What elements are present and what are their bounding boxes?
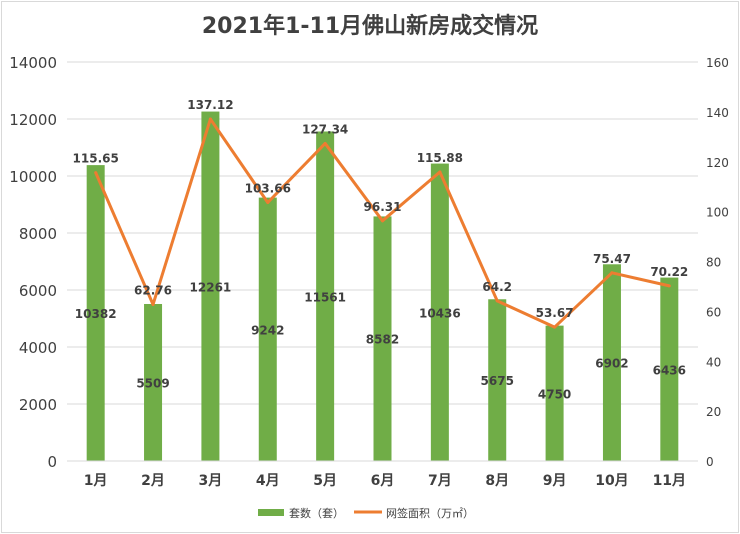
bar (488, 299, 507, 461)
line-value-label: 103.66 (245, 181, 291, 195)
line-point (553, 325, 557, 329)
bar (258, 197, 277, 461)
line-point (208, 117, 212, 121)
y-tick-label: 10000 (9, 168, 57, 186)
bar (545, 325, 564, 461)
x-tick-label: 1月 (84, 473, 108, 489)
line-point (323, 141, 327, 145)
line-value-label: 96.31 (364, 200, 402, 214)
bar (430, 163, 449, 461)
line-point (438, 170, 442, 174)
line-point (495, 299, 499, 303)
line-value-label: 137.12 (187, 98, 233, 112)
y2-tick-label: 80 (706, 256, 721, 270)
bar (86, 165, 105, 461)
y-tick-label: 14000 (9, 54, 57, 72)
y2-tick-label: 140 (706, 106, 729, 120)
y2-tick-label: 0 (706, 455, 714, 469)
y2-tick-label: 120 (706, 156, 729, 170)
y-tick-label: 6000 (19, 282, 57, 300)
line-point (266, 200, 270, 204)
line-value-label: 127.34 (302, 122, 348, 136)
bar-value-label: 6902 (595, 357, 628, 371)
x-tick-label: 6月 (371, 473, 395, 489)
line-point (94, 171, 98, 175)
line-value-label: 64.2 (482, 280, 512, 294)
chart-title: 2021年1-11月佛山新房成交情况 (202, 13, 538, 39)
line-value-label: 75.47 (593, 252, 631, 266)
legend: 套数（套） 网签面积（万㎡） (258, 506, 474, 520)
x-tick-label: 10月 (595, 473, 628, 489)
legend-bar-label: 套数（套） (289, 507, 344, 520)
y2-tick-label: 20 (706, 405, 721, 419)
bar (144, 303, 163, 461)
line-point (610, 271, 614, 275)
y-tick-label: 8000 (19, 225, 57, 243)
x-tick-label: 2月 (141, 473, 165, 489)
y2-tick-label: 40 (706, 355, 721, 369)
bar-value-label: 11561 (304, 290, 346, 304)
bar-value-label: 10382 (75, 307, 117, 321)
bar-value-label: 12261 (190, 280, 232, 294)
line-value-label: 70.22 (650, 265, 688, 279)
bar (660, 277, 679, 461)
y-tick-label: 12000 (9, 111, 57, 129)
x-tick-label: 4月 (256, 473, 280, 489)
line-value-label: 115.88 (417, 151, 463, 165)
x-tick-label: 5月 (313, 473, 337, 489)
bar-value-label: 10436 (419, 306, 461, 320)
x-tick-label: 8月 (485, 473, 509, 489)
x-tick-label: 3月 (199, 473, 223, 489)
bar-value-label: 5509 (136, 376, 169, 390)
y-tick-label: 0 (47, 453, 57, 471)
x-tick-label: 11月 (653, 473, 686, 489)
legend-bar-swatch (258, 509, 284, 516)
line-point (151, 302, 155, 306)
bar (373, 216, 392, 461)
legend-line-label: 网签面积（万㎡） (386, 506, 474, 520)
line-point (381, 219, 384, 223)
bar-value-label: 9242 (251, 323, 284, 337)
line-value-label: 53.67 (536, 306, 574, 320)
y2-tick-label: 60 (706, 305, 721, 319)
bar-value-label: 6436 (653, 363, 686, 377)
bar-value-label: 4750 (538, 387, 571, 401)
bar-value-label: 8582 (366, 333, 399, 347)
bar-value-label: 5675 (481, 374, 514, 388)
bar (316, 131, 335, 461)
line-value-label: 115.65 (73, 152, 119, 166)
bar (602, 264, 621, 461)
bar (201, 111, 220, 462)
line-value-label: 62.76 (134, 283, 172, 297)
y-tick-label: 4000 (19, 339, 57, 357)
x-tick-label: 7月 (428, 473, 452, 489)
y2-tick-label: 160 (706, 56, 729, 70)
y-tick-label: 2000 (19, 396, 57, 414)
x-tick-label: 9月 (543, 473, 567, 489)
line-point (667, 284, 671, 288)
y2-tick-label: 100 (706, 206, 729, 220)
